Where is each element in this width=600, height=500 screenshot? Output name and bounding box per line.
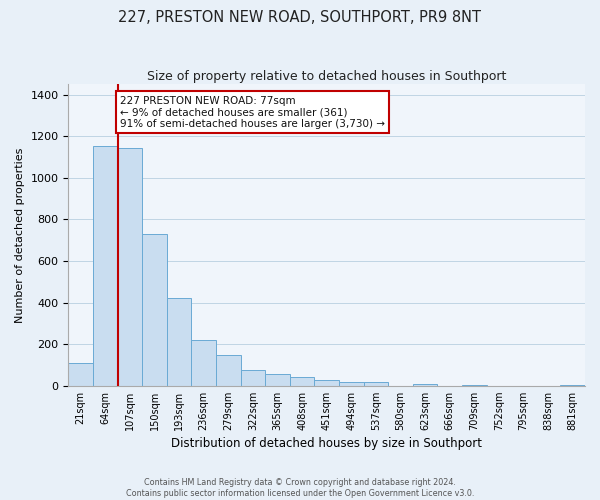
X-axis label: Distribution of detached houses by size in Southport: Distribution of detached houses by size … [171, 437, 482, 450]
Bar [216, 354, 241, 386]
Bar [118, 148, 142, 386]
Text: Contains HM Land Registry data © Crown copyright and database right 2024.
Contai: Contains HM Land Registry data © Crown c… [126, 478, 474, 498]
Bar [93, 146, 118, 386]
Bar [364, 382, 388, 386]
Y-axis label: Number of detached properties: Number of detached properties [15, 147, 25, 322]
Text: 227 PRESTON NEW ROAD: 77sqm
← 9% of detached houses are smaller (361)
91% of sem: 227 PRESTON NEW ROAD: 77sqm ← 9% of deta… [120, 96, 385, 129]
Bar [413, 384, 437, 386]
Bar [191, 340, 216, 386]
Bar [314, 380, 339, 386]
Text: 227, PRESTON NEW ROAD, SOUTHPORT, PR9 8NT: 227, PRESTON NEW ROAD, SOUTHPORT, PR9 8N… [119, 10, 482, 25]
Bar [339, 382, 364, 386]
Bar [68, 363, 93, 386]
Bar [290, 378, 314, 386]
Bar [167, 298, 191, 386]
Bar [560, 384, 585, 386]
Bar [462, 384, 487, 386]
Bar [241, 370, 265, 386]
Bar [265, 374, 290, 386]
Title: Size of property relative to detached houses in Southport: Size of property relative to detached ho… [147, 70, 506, 83]
Bar [142, 234, 167, 386]
